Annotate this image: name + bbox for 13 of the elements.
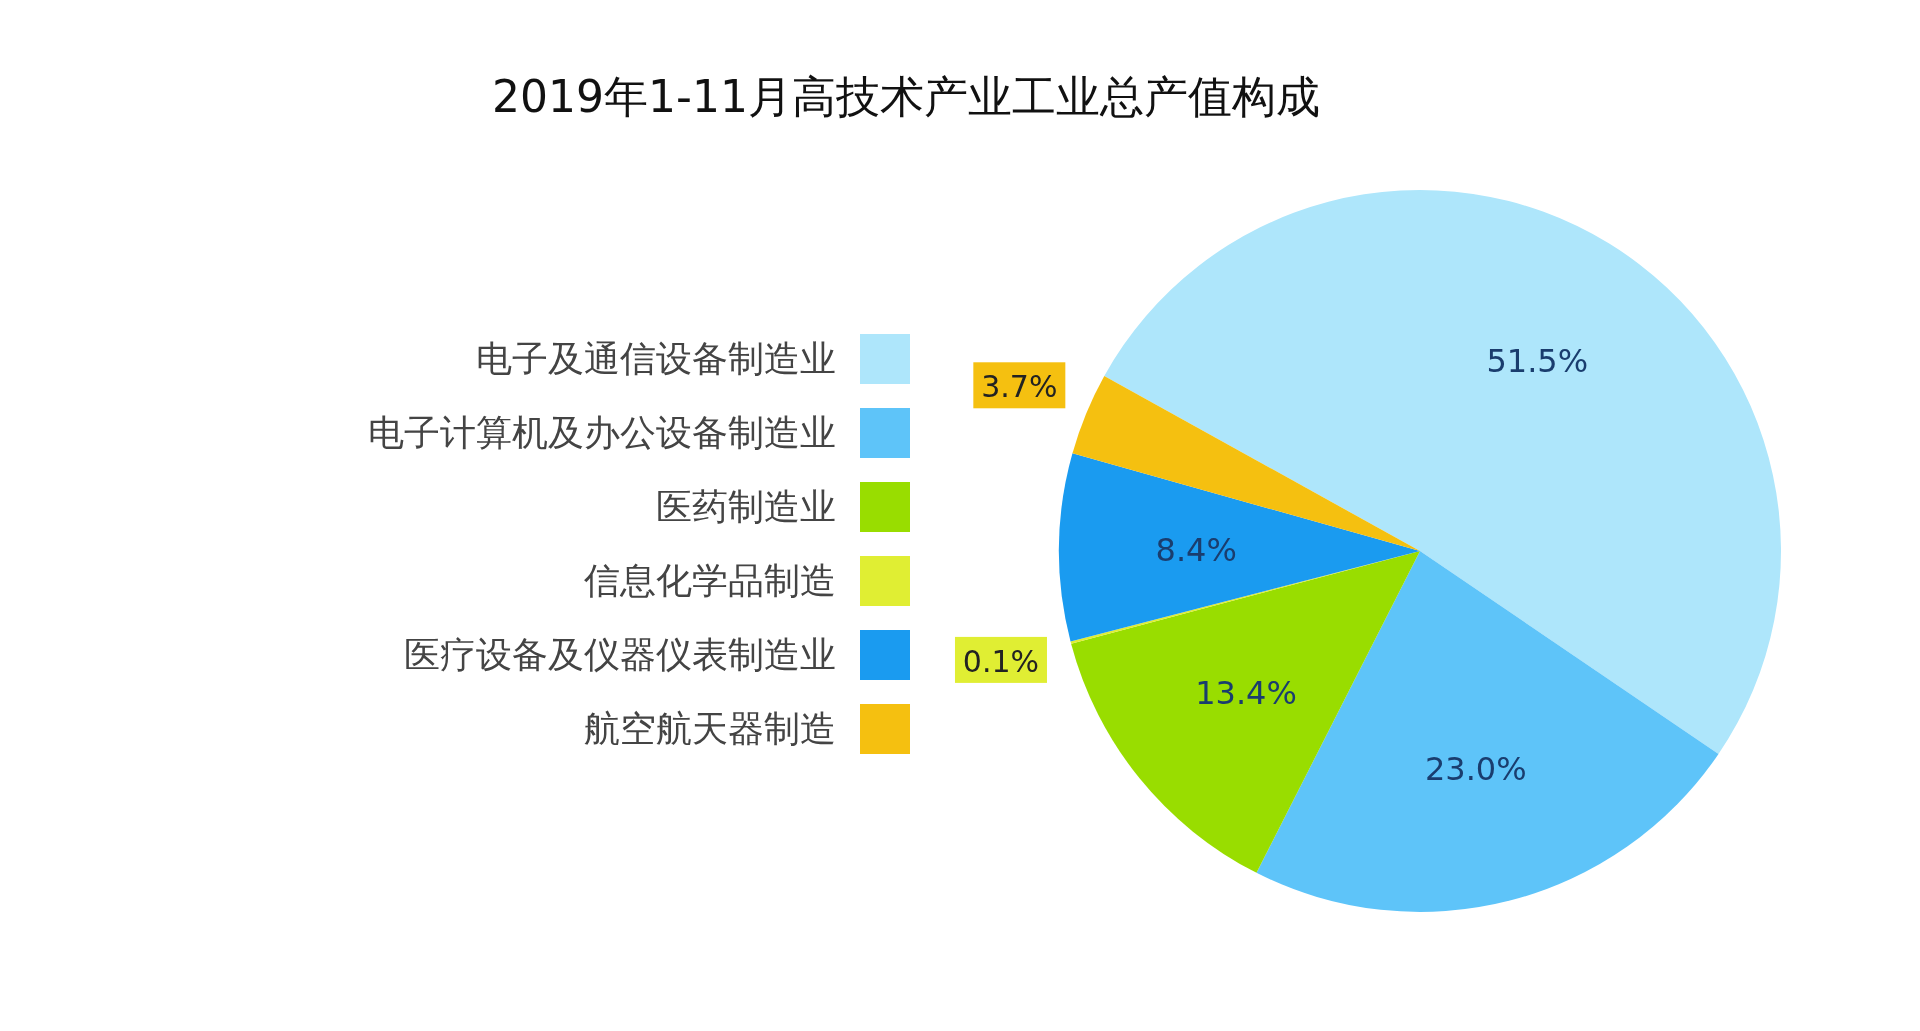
data-label: 13.4% — [1195, 673, 1297, 712]
data-label: 23.0% — [1424, 749, 1527, 788]
legend-label: 电子及通信设备制造业 — [476, 338, 836, 379]
chart-title: 2019年1-11月高技术产业工业总产值构成 — [492, 71, 1320, 122]
legend-label: 电子计算机及办公设备制造业 — [368, 412, 836, 453]
legend-label: 医药制造业 — [656, 486, 836, 527]
legend-label: 航空航天器制造 — [584, 708, 836, 749]
data-label: 3.7% — [981, 369, 1058, 405]
data-label: 8.4% — [1155, 530, 1237, 569]
data-label: 51.5% — [1486, 342, 1589, 381]
legend-label: 医疗设备及仪器仪表制造业 — [404, 634, 836, 675]
data-label: 0.1% — [962, 643, 1040, 679]
legend-label: 信息化学品制造 — [584, 560, 836, 601]
